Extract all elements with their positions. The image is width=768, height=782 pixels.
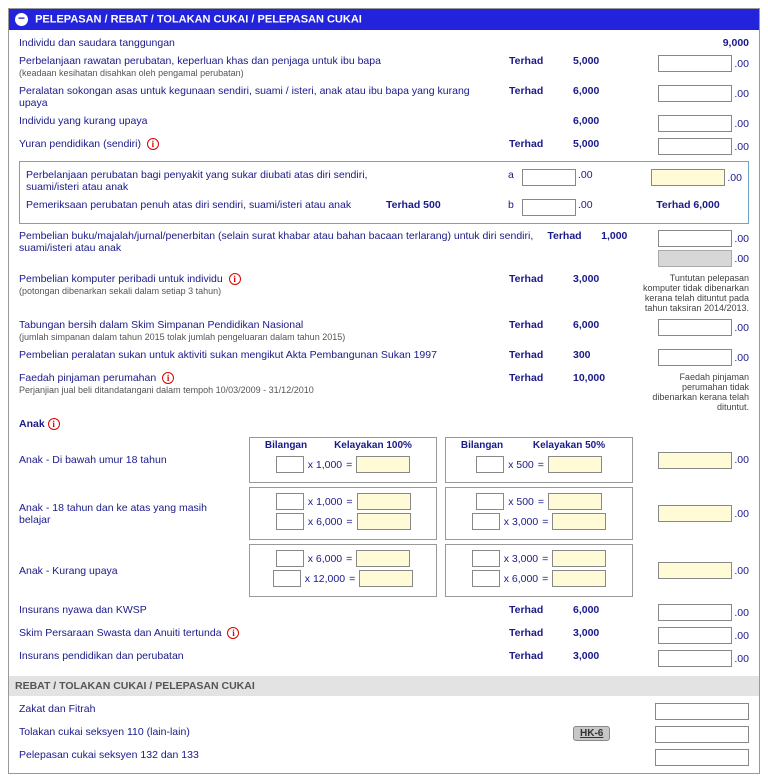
medical-serious-a-input[interactable] (522, 169, 576, 186)
anak-result-input (548, 456, 602, 473)
relief-insurance-epf-label: Insurans nyawa dan KWSP (19, 604, 509, 616)
anak-result-input (359, 570, 413, 587)
s132-label: Pelepasan cukai seksyen 132 dan 133 (19, 749, 509, 761)
relief-prs-input[interactable] (658, 627, 732, 644)
anak-under18-total (658, 452, 732, 469)
anak-under18-50: BilanganKelayakan 50% x 500= (445, 437, 633, 483)
anak-count-input[interactable] (476, 456, 504, 473)
anak-count-input[interactable] (472, 513, 500, 530)
relief-sports-label: Pembelian peralatan sukan untuk aktiviti… (19, 349, 509, 361)
info-icon[interactable]: i (48, 418, 60, 430)
form-panel: − PELEPASAN / REBAT / TOLAKAN CUKAI / PE… (8, 8, 760, 774)
collapse-icon[interactable]: − (15, 13, 28, 26)
relief-individual-value: 9,000 (723, 37, 749, 49)
relief-books-input[interactable] (658, 230, 732, 247)
anak-18study-label: Anak - 18 tahun dan ke atas yang masih b… (19, 487, 241, 540)
anak-count-input[interactable] (476, 493, 504, 510)
relief-computer-note: (potongan dibenarkan sekali dalam setiap… (19, 286, 221, 296)
anak-result-input (552, 570, 606, 587)
info-icon[interactable]: i (162, 372, 174, 384)
anak-18study-100: x 1,000= x 6,000= (249, 487, 437, 540)
hk6-button[interactable]: HK-6 (573, 726, 610, 741)
relief-education-fee-input[interactable] (658, 138, 732, 155)
medical-checkup-b-input[interactable] (522, 199, 576, 216)
relief-sspn-note: (jumlah simpanan dalam tahun 2015 tolak … (19, 332, 345, 342)
relief-disabled-individual-label: Individu yang kurang upaya (19, 115, 509, 127)
info-icon[interactable]: i (229, 273, 241, 285)
s110-input[interactable] (655, 726, 749, 743)
rebate-section-header: REBAT / TOLAKAN CUKAI / PELEPASAN CUKAI (9, 676, 759, 696)
anak-result-input (357, 493, 411, 510)
s110-label: Tolakan cukai seksyen 110 (lain-lain) (19, 726, 509, 738)
relief-housing-loan-label: Faedah pinjaman perumahan (19, 372, 156, 384)
titlebar: − PELEPASAN / REBAT / TOLAKAN CUKAI / PE… (9, 9, 759, 30)
medical-serious-label: Perbelanjaan perubatan bagi penyakit yan… (26, 169, 386, 193)
zakat-input[interactable] (655, 703, 749, 720)
anak-under18-100: BilanganKelayakan 100% x 1,000= (249, 437, 437, 483)
medical-box: Perbelanjaan perubatan bagi penyakit yan… (19, 161, 749, 224)
relief-housing-loan-rnote: Faedah pinjaman perumahan tidak dibenark… (641, 372, 749, 412)
anak-disabled-100: x 6,000= x 12,000= (249, 544, 437, 597)
relief-edu-medical-insurance-label: Insurans pendidikan dan perubatan (19, 650, 509, 662)
anak-result-input (552, 550, 606, 567)
relief-books-label: Pembelian buku/majalah/jurnal/penerbitan… (19, 230, 547, 254)
medical-total-input[interactable] (651, 169, 725, 186)
anak-count-input[interactable] (276, 513, 304, 530)
anak-18study-50: x 500= x 3,000= (445, 487, 633, 540)
info-icon[interactable]: i (227, 627, 239, 639)
anak-18study-total (658, 505, 732, 522)
info-icon[interactable]: i (147, 138, 159, 150)
relief-support-equipment-label: Peralatan sokongan asas untuk kegunaan s… (19, 85, 509, 109)
anak-result-input (357, 513, 411, 530)
relief-sports-input[interactable] (658, 349, 732, 366)
relief-sspn-input[interactable] (658, 319, 732, 336)
relief-edu-medical-insurance-input[interactable] (658, 650, 732, 667)
relief-support-equipment-input[interactable] (658, 85, 732, 102)
anak-label: Anak (19, 418, 45, 430)
relief-books-disabled-input (658, 250, 732, 267)
anak-under18-label: Anak - Di bawah umur 18 tahun (19, 437, 241, 483)
medical-checkup-label: Pemeriksaan perubatan penuh atas diri se… (26, 199, 386, 211)
relief-prs-label: Skim Persaraan Swasta dan Anuiti tertund… (19, 627, 222, 639)
anak-result-input (552, 513, 606, 530)
titlebar-text: PELEPASAN / REBAT / TOLAKAN CUKAI / PELE… (35, 13, 362, 25)
s132-input[interactable] (655, 749, 749, 766)
anak-result-input (356, 456, 410, 473)
relief-housing-loan-note: Perjanjian jual beli ditandatangani dala… (19, 385, 314, 395)
anak-count-input[interactable] (276, 493, 304, 510)
anak-count-input[interactable] (472, 570, 500, 587)
anak-result-input (356, 550, 410, 567)
anak-disabled-label: Anak - Kurang upaya (19, 544, 241, 597)
relief-disabled-individual-input[interactable] (658, 115, 732, 132)
anak-disabled-50: x 3,000= x 6,000= (445, 544, 633, 597)
anak-count-input[interactable] (472, 550, 500, 567)
relief-medical-parents-input[interactable] (658, 55, 732, 72)
anak-result-input (548, 493, 602, 510)
relief-computer-label: Pembelian komputer peribadi untuk indivi… (19, 273, 223, 285)
anak-count-input[interactable] (276, 456, 304, 473)
relief-sspn-label: Tabungan bersih dalam Skim Simpanan Pend… (19, 319, 303, 331)
relief-individual-label: Individu dan saudara tanggungan (19, 37, 509, 49)
anak-disabled-total (658, 562, 732, 579)
relief-medical-parents-note: (keadaan kesihatan disahkan oleh pengama… (19, 68, 244, 78)
relief-medical-parents-label: Perbelanjaan rawatan perubatan, keperlua… (19, 55, 381, 67)
relief-computer-rnote: Tuntutan pelepasan komputer tidak dibena… (641, 273, 749, 313)
relief-education-fee-label: Yuran pendidikan (sendiri) (19, 138, 141, 150)
anak-count-input[interactable] (273, 570, 301, 587)
relief-insurance-epf-input[interactable] (658, 604, 732, 621)
anak-count-input[interactable] (276, 550, 304, 567)
